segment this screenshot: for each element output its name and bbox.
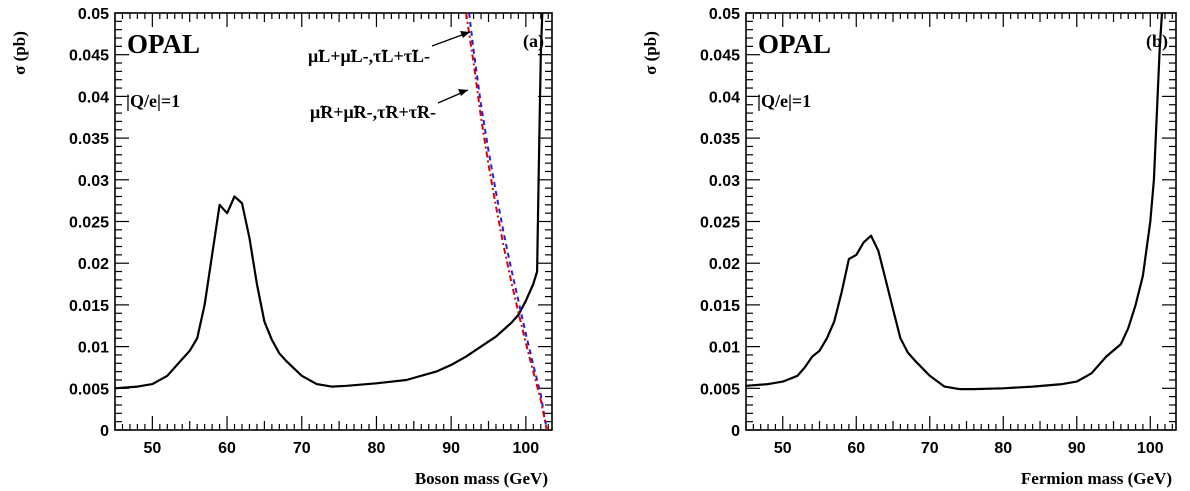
x-tick-label: 50: [774, 440, 792, 457]
y-tick-label: 0.045: [700, 48, 740, 65]
y-tick-label: 0.025: [700, 215, 740, 232]
y-tick-label: 0.05: [709, 6, 740, 23]
y-tick-label: 0.02: [709, 256, 740, 273]
series-solid-line: [745, 12, 1164, 391]
x-tick-label: 60: [218, 440, 236, 457]
x-tick-label: 100: [1137, 440, 1164, 457]
x-tick-label: 100: [513, 440, 540, 457]
y-tick-label: 0.025: [69, 215, 109, 232]
panel-a-boson-mass: 50 60 70 80 90 100 0 0.005 0.01 0.015 0.02 0.025 0.0…: [10, 6, 553, 488]
x-tick-label: 80: [368, 440, 386, 457]
x-tick-label: 50: [143, 440, 161, 457]
x-tick-label: 60: [847, 440, 865, 457]
y-tick-label: 0.015: [69, 298, 109, 315]
panel-label: (a): [523, 31, 544, 52]
charge-label: |Q/e|=1: [126, 91, 180, 111]
y-tick-label: 0.01: [709, 340, 740, 357]
experiment-label: OPAL: [758, 29, 831, 59]
charge-label: |Q/e|=1: [757, 91, 811, 111]
y-tick-label: 0.035: [700, 131, 740, 148]
y-tick-label: 0.04: [78, 89, 109, 106]
y-tick-label: 0: [731, 423, 740, 440]
x-tick-label: 80: [994, 440, 1012, 457]
series-solid-line: [114, 12, 544, 390]
y-tick-label: 0.04: [709, 89, 740, 106]
annotation-arrowhead-1: [460, 31, 470, 38]
x-tick-label: 70: [293, 440, 311, 457]
series-dashdot-line: [465, 12, 548, 431]
y-tick-label: 0: [100, 423, 109, 440]
panel-b-fermion-mass: 50 60 70 80 90 100 0 0.005 0.01 0.015 0.02 0.025 0.0…: [641, 6, 1177, 488]
x-axis-title: Boson mass (GeV): [415, 469, 548, 488]
y-tick-label: 0.045: [69, 48, 109, 65]
plot-frame: [745, 12, 1177, 431]
annotation-right-handed-sleptons: μ̃R+μ̃R-,τ̃R+τ̃R-: [310, 102, 436, 122]
annotation-arrowhead-2: [458, 89, 468, 96]
y-tick-label: 0.005: [69, 381, 109, 398]
y-tick-label: 0.005: [700, 381, 740, 398]
x-tick-label: 90: [442, 440, 460, 457]
y-tick-label: 0.03: [78, 173, 109, 190]
x-tick-label: 70: [921, 440, 939, 457]
y-tick-label: 0.03: [709, 173, 740, 190]
panel-label: (b): [1146, 31, 1168, 52]
plot-frame: [114, 12, 553, 431]
x-axis-title: Fermion mass (GeV): [1021, 469, 1172, 488]
y-tick-label: 0.02: [78, 256, 109, 273]
y-tick-label: 0.015: [700, 298, 740, 315]
y-tick-label: 0.01: [78, 340, 109, 357]
x-tick-label: 90: [1068, 440, 1086, 457]
experiment-label: OPAL: [127, 29, 200, 59]
y-tick-label: 0.035: [69, 131, 109, 148]
y-axis-title: σ (pb): [10, 31, 29, 75]
y-tick-label: 0.05: [78, 6, 109, 23]
series-dashed-line: [468, 12, 548, 431]
y-axis-title: σ (pb): [641, 31, 660, 75]
annotation-left-handed-sleptons: μ̃L+μ̃L-,τ̃L+τ̃L-: [308, 46, 430, 66]
